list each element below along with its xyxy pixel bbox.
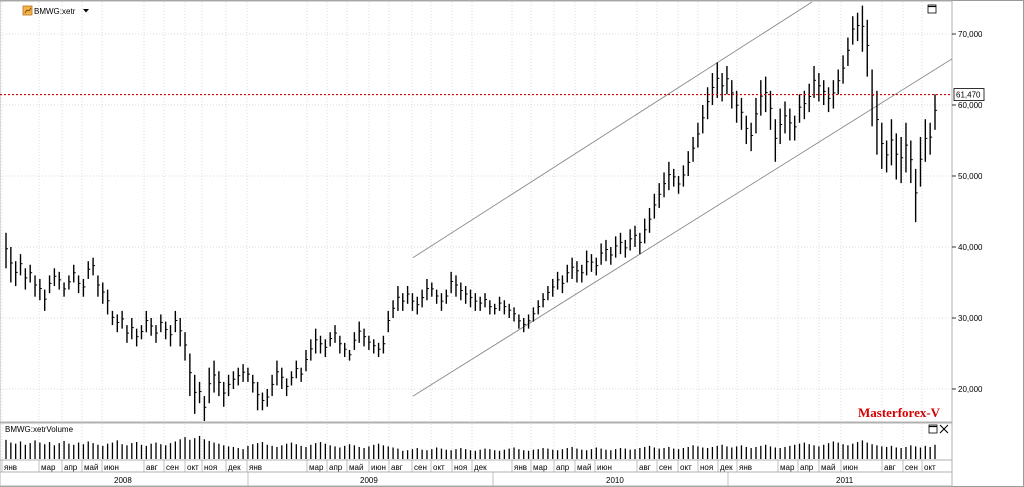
year-label: 2010 bbox=[606, 476, 624, 485]
month-label: мар bbox=[533, 463, 548, 472]
price-tick-label: 20,000 bbox=[958, 385, 983, 394]
year-labels: 2008 2009 2010 2011 bbox=[114, 472, 854, 486]
price-panel[interactable]: 20,000 30,000 40,000 50,000 60,000 70,000 BMW… bbox=[0, 0, 985, 423]
price-bars bbox=[5, 5, 937, 421]
month-label: май bbox=[84, 463, 98, 472]
month-label: янв bbox=[4, 463, 17, 472]
month-label: янв bbox=[514, 463, 527, 472]
year-label: 2009 bbox=[360, 476, 378, 485]
month-label: июн bbox=[104, 463, 119, 472]
month-label: дек bbox=[474, 463, 487, 472]
month-label: апр bbox=[329, 463, 343, 472]
price-tick-label: 40,000 bbox=[958, 243, 983, 252]
dropdown-triangle-icon[interactable] bbox=[83, 9, 89, 13]
price-axis[interactable]: 20,000 30,000 40,000 50,000 60,000 70,000 bbox=[952, 30, 983, 394]
month-label: сен bbox=[166, 463, 179, 472]
time-axis[interactable]: янв мар апр май июн авг сен окт ноя дек янв мар апр м… bbox=[0, 459, 953, 487]
time-axis-area bbox=[0, 459, 953, 487]
month-label: авг bbox=[884, 463, 896, 472]
month-label: авг bbox=[391, 463, 403, 472]
month-label: июн bbox=[371, 463, 386, 472]
month-label: июн bbox=[597, 463, 612, 472]
price-tick-label: 70,000 bbox=[958, 30, 983, 39]
month-label: мар bbox=[41, 463, 56, 472]
month-label: янв bbox=[249, 463, 262, 472]
price-level-value: 61,470 bbox=[956, 91, 981, 100]
month-label: сен bbox=[414, 463, 427, 472]
month-label: апр bbox=[64, 463, 78, 472]
maximize-icon[interactable] bbox=[927, 4, 937, 14]
month-label: дек bbox=[720, 463, 733, 472]
price-plot-area bbox=[0, 0, 953, 423]
month-label: май bbox=[349, 463, 363, 472]
watermark-text: Masterforex-V bbox=[858, 405, 941, 420]
close-icon[interactable] bbox=[939, 424, 949, 434]
month-label: апр bbox=[800, 463, 814, 472]
month-label: окт bbox=[924, 463, 936, 472]
price-tick-label: 30,000 bbox=[958, 314, 983, 323]
month-label: окт bbox=[680, 463, 692, 472]
month-label: сен bbox=[659, 463, 672, 472]
channel-upper-line[interactable] bbox=[412, 1, 813, 259]
month-label: сен bbox=[905, 463, 918, 472]
price-tick-label: 50,000 bbox=[958, 172, 983, 181]
month-label: авг bbox=[146, 463, 158, 472]
month-label: авг bbox=[639, 463, 651, 472]
month-label: май bbox=[577, 463, 591, 472]
channel-lower-line[interactable] bbox=[412, 58, 953, 397]
maximize-icon[interactable] bbox=[928, 424, 938, 434]
volume-label: BMWG:xetrVolume bbox=[5, 425, 74, 434]
month-label: мар bbox=[780, 463, 795, 472]
price-level-tag: 61,470 bbox=[953, 88, 985, 101]
month-label: июн bbox=[843, 463, 858, 472]
chart-type-icon-glyph bbox=[24, 7, 32, 14]
month-label: окт bbox=[187, 463, 199, 472]
month-label: янв bbox=[739, 463, 752, 472]
month-label: ноя bbox=[454, 463, 467, 472]
price-tick-label: 60,000 bbox=[958, 101, 983, 110]
time-grid bbox=[1, 2, 923, 421]
year-label: 2008 bbox=[114, 476, 132, 485]
month-label: ноя bbox=[700, 463, 713, 472]
trend-channel[interactable] bbox=[412, 1, 953, 397]
month-label: дек bbox=[228, 463, 241, 472]
month-label: ноя bbox=[204, 463, 217, 472]
year-label: 2011 bbox=[836, 476, 854, 485]
volume-bars bbox=[5, 436, 936, 459]
month-labels: янв мар апр май июн авг сен окт ноя дек янв мар апр м… bbox=[1, 460, 936, 472]
symbol-label[interactable]: BMWG:xetr bbox=[34, 7, 76, 16]
month-label: мар bbox=[309, 463, 324, 472]
month-label: май bbox=[821, 463, 835, 472]
volume-plot-area bbox=[0, 422, 953, 461]
month-label: апр bbox=[556, 463, 570, 472]
volume-panel[interactable]: BMWG:xetrVolume bbox=[0, 422, 953, 461]
month-label: окт bbox=[433, 463, 445, 472]
symbol-selector[interactable]: BMWG:xetr bbox=[22, 5, 89, 16]
